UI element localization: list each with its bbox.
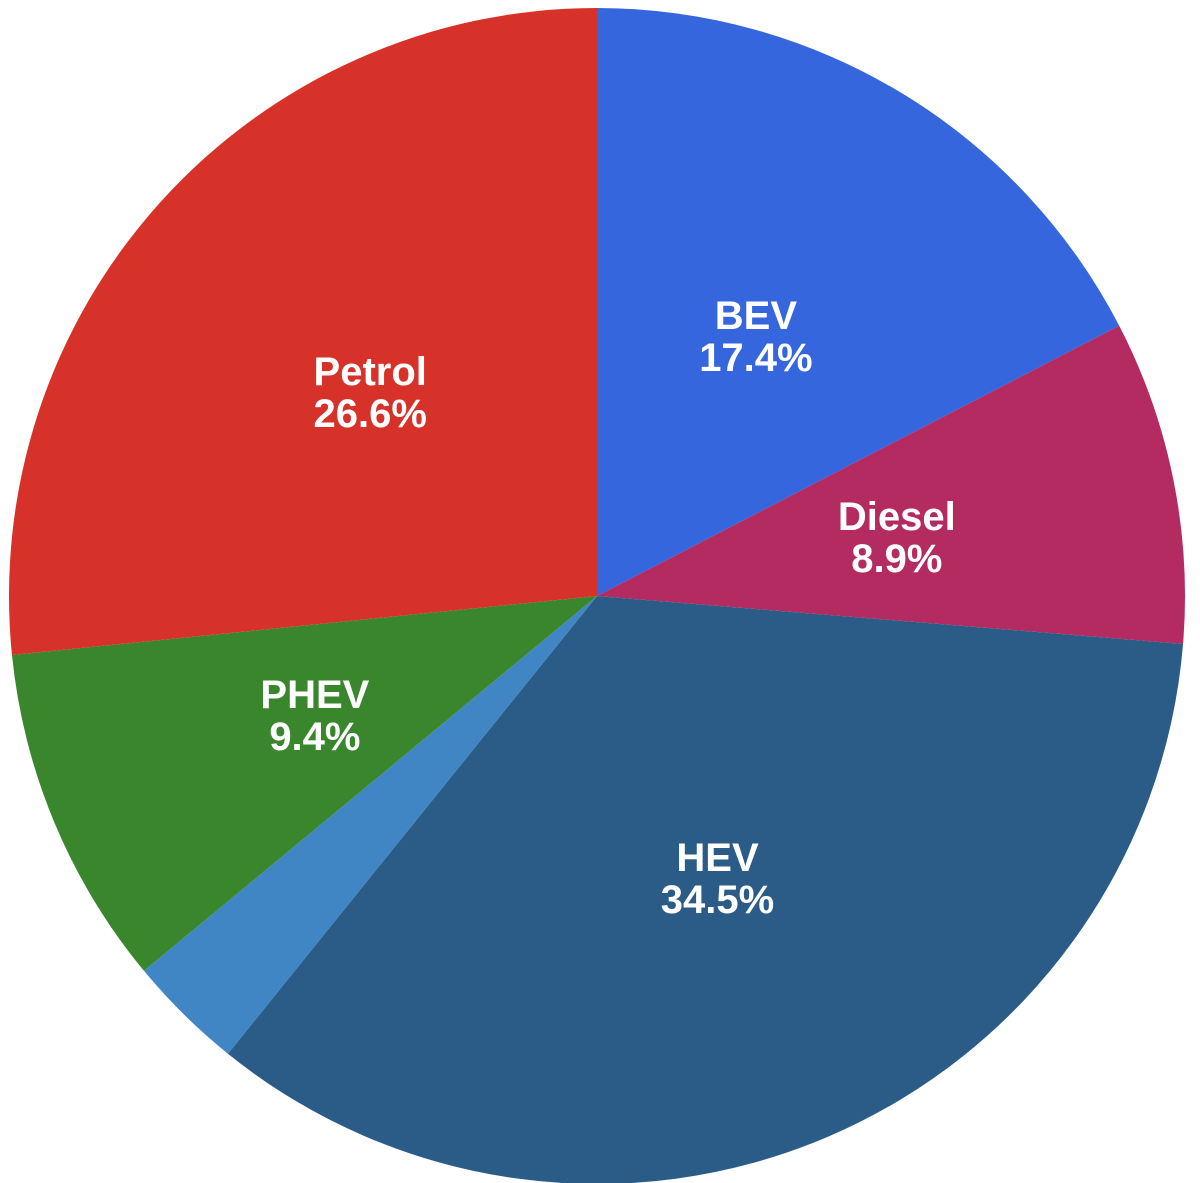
slice-label-petrol: Petrol 26.6% <box>313 350 426 436</box>
pie-slices-group <box>9 8 1185 1183</box>
pie-slice-hev <box>227 596 1184 1183</box>
slice-label-diesel: Diesel 8.9% <box>838 495 956 581</box>
pie-slice-bev <box>597 8 1120 596</box>
slice-label-bev: BEV 17.4% <box>699 294 812 380</box>
slice-label-hev: HEV 34.5% <box>661 836 774 922</box>
pie-slice-phev <box>11 596 598 971</box>
slice-label-phev: PHEV 9.4% <box>260 673 369 759</box>
pie-slice-unlabeled <box>143 596 597 1054</box>
pie-labels-group: BEV 17.4% Diesel 8.9% HEV 34.5% PHEV 9.4% Petrol… <box>260 294 955 922</box>
pie-slice-diesel <box>597 325 1185 644</box>
pie-slice-petrol <box>9 8 597 656</box>
